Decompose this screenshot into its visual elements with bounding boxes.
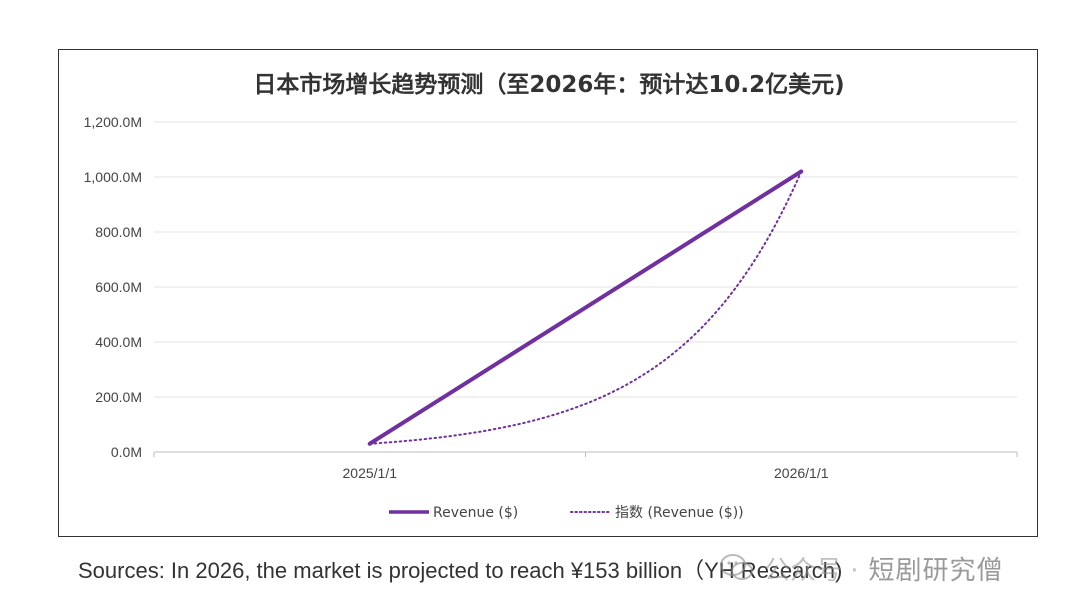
x-tick-label: 2026/1/1	[774, 465, 829, 481]
grid-lines	[154, 121, 1017, 398]
wechat-icon	[720, 554, 753, 580]
legend-label: Revenue ($)	[433, 505, 518, 521]
source-caption: Sources: In 2026, the market is projecte…	[78, 558, 843, 583]
legend: Revenue ($) 指数 (Revenue ($))	[389, 505, 744, 521]
series-layer	[367, 169, 804, 446]
chart-title: 日本市场增长趋势预测（至2026年：预计达10.2亿美元)	[253, 71, 844, 98]
y-tick-label: 800.0M	[95, 224, 142, 240]
watermark-channel: 公众号 ·	[764, 555, 859, 586]
y-tick-label: 0.0M	[111, 444, 142, 460]
y-tick-label: 400.0M	[95, 334, 142, 350]
series-line-revenue	[367, 169, 804, 446]
chart-svg: 日本市场增长趋势预测（至2026年：预计达10.2亿美元) 0.0M 200.0M…	[84, 71, 1018, 521]
legend-label: 指数 (Revenue ($))	[615, 505, 744, 521]
chart-frame: 日本市场增长趋势预测（至2026年：预计达10.2亿美元) 0.0M 200.0M…	[58, 49, 1038, 537]
y-tick-label: 600.0M	[95, 279, 142, 295]
watermark: 公众号 · 短剧研究僧	[720, 550, 1004, 586]
x-tick-label: 2025/1/1	[343, 465, 398, 481]
axes: 0.0M 200.0M 400.0M 600.0M 800.0M 1,000.0M 1,20…	[84, 114, 1018, 481]
y-tick-label: 200.0M	[95, 389, 142, 405]
watermark-brand: 短剧研究僧	[868, 555, 1004, 586]
y-tick-label: 1,200.0M	[84, 114, 142, 130]
series-line-trend	[368, 170, 803, 445]
y-tick-label: 1,000.0M	[84, 169, 142, 185]
